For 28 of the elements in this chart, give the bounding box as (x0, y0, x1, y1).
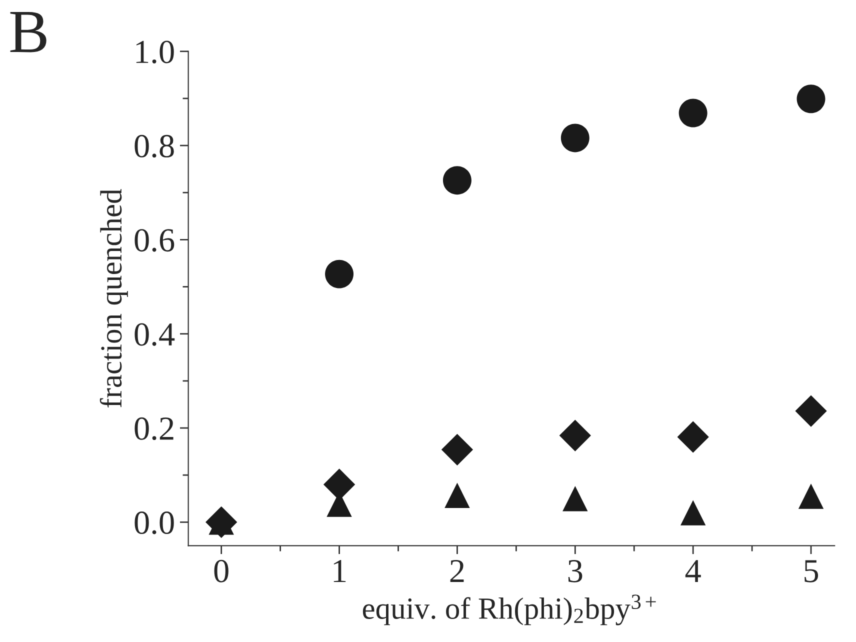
point (441, 434, 474, 466)
y-tick-label: 1.0 (136, 40, 174, 64)
y-axis-title: fraction quenched (100, 189, 128, 408)
x-tick-label: 4 (685, 560, 701, 582)
y-tick-label: 0.0 (134, 512, 174, 534)
text: B (10, 12, 46, 52)
x-tick-label: 5 (804, 560, 818, 582)
point (559, 420, 591, 452)
x-axis-title: equiv. of Rh(phi)$_{2}$bpy$^{3+}$ (362, 594, 656, 626)
point (678, 98, 708, 128)
point (680, 500, 706, 526)
point (562, 486, 588, 512)
point (560, 124, 590, 152)
point (444, 482, 470, 508)
point (798, 484, 824, 509)
y-tick-label: 0.2 (134, 417, 174, 440)
point (325, 260, 354, 288)
y-tick-label: 0.4 (134, 323, 175, 346)
point (677, 421, 709, 453)
x-tick-label: 1 (334, 560, 346, 582)
x-tick-label: 0 (214, 560, 228, 582)
y-tick-label: 0.8 (134, 134, 174, 158)
point (795, 395, 827, 427)
y-tick-label: 0.6 (134, 229, 174, 252)
point (442, 166, 472, 195)
x-tick-label: 3 (568, 560, 582, 582)
point (796, 84, 826, 114)
x-tick-label: 2 (450, 560, 464, 582)
